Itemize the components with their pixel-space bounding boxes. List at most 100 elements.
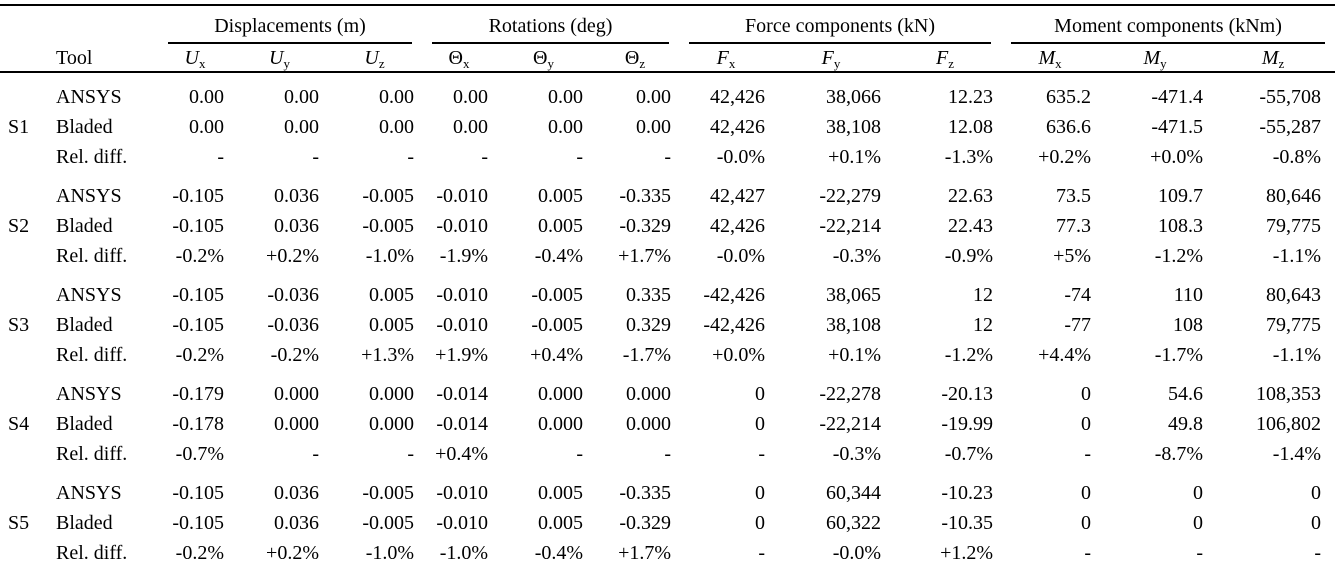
value-cell: 38,066 <box>826 86 882 108</box>
group-header-rotations: Rotations (deg) <box>422 5 679 44</box>
tool-cell: ANSYS <box>56 482 122 504</box>
value-cell: -74 <box>1064 284 1092 306</box>
value-cell: -20.13 <box>941 383 994 405</box>
value-cell: -0.0% <box>716 245 766 267</box>
value-cell: 0 <box>1081 383 1092 405</box>
value-cell: 0 <box>1311 512 1322 534</box>
value-cell: 108.3 <box>1158 215 1204 237</box>
value-cell: -8.7% <box>1154 443 1204 465</box>
tool-cell: ANSYS <box>56 383 122 405</box>
value-cell: 12 <box>973 314 994 336</box>
value-cell: - <box>758 443 766 465</box>
value-cell: -0.8% <box>1272 146 1322 168</box>
value-cell: -0.0% <box>832 542 882 564</box>
value-cell: -0.010 <box>436 284 489 306</box>
value-cell: 0.036 <box>274 482 319 504</box>
value-cell: 49.8 <box>1168 413 1204 435</box>
value-cell: 0.000 <box>274 383 319 405</box>
value-cell: 0.000 <box>626 383 672 405</box>
group-header-forces: Force components (kN) <box>679 5 1001 44</box>
value-cell: 110 <box>1173 284 1204 306</box>
value-cell: 42,427 <box>710 185 766 207</box>
tool-column-header: Tool <box>46 44 158 73</box>
table-header: Displacements (m) Rotations (deg) Force … <box>0 5 1335 73</box>
tool-cell: Bladed <box>56 116 113 138</box>
section-label: S5 <box>8 512 30 534</box>
value-cell: -22,279 <box>819 185 882 207</box>
value-cell: 80,646 <box>1266 185 1322 207</box>
value-cell: 77.3 <box>1056 215 1092 237</box>
value-cell: 0 <box>1081 482 1092 504</box>
value-cell: -471.5 <box>1151 116 1204 138</box>
tool-cell: Bladed <box>56 413 113 435</box>
value-cell: - <box>576 443 584 465</box>
value-cell: -0.010 <box>436 215 489 237</box>
value-cell: 0.00 <box>636 116 672 138</box>
value-cell: -1.7% <box>1154 344 1204 366</box>
tool-cell: Rel. diff. <box>56 344 128 366</box>
value-cell: 0.000 <box>538 413 584 435</box>
value-cell: 80,643 <box>1266 284 1322 306</box>
value-cell: -42,426 <box>703 314 766 336</box>
group-label: Displacements (m) <box>168 16 413 44</box>
corner-cell-2 <box>0 44 46 73</box>
value-cell: +0.4% <box>435 443 489 465</box>
column-header-row: Tool Ux Uy Uz Θx Θy Θz Fx Fy Fz Mx My Mz <box>0 44 1335 73</box>
value-cell: 0.005 <box>538 185 584 207</box>
value-cell: 54.6 <box>1168 383 1204 405</box>
tool-cell: Bladed <box>56 512 113 534</box>
tool-cell: Rel. diff. <box>56 146 128 168</box>
value-cell: -0.105 <box>172 482 224 504</box>
value-cell: 0.005 <box>538 482 584 504</box>
col-header-uz: Uz <box>327 44 423 73</box>
table-row: Bladed -0.105 0.036 -0.005 -0.010 0.005 … <box>0 508 1335 538</box>
value-cell: -1.3% <box>944 146 994 168</box>
col-header-fz: Fz <box>889 44 1002 73</box>
tool-cell: Rel. diff. <box>56 542 128 564</box>
value-cell: -0.010 <box>436 482 489 504</box>
value-cell: 0.000 <box>274 413 319 435</box>
value-cell: +0.0% <box>1150 146 1204 168</box>
value-cell: 0.00 <box>636 86 672 108</box>
value-cell: -0.105 <box>172 215 224 237</box>
value-cell: 0.036 <box>274 185 319 207</box>
value-cell: -0.005 <box>531 314 584 336</box>
value-cell: 0.00 <box>453 116 489 138</box>
value-cell: 12 <box>973 284 994 306</box>
group-label: Force components (kN) <box>689 16 992 44</box>
value-cell: -1.2% <box>1154 245 1204 267</box>
group-label: Rotations (deg) <box>432 16 670 44</box>
value-cell: 0 <box>1193 482 1204 504</box>
tool-cell: Rel. diff. <box>56 245 128 267</box>
value-cell: 0.005 <box>369 284 415 306</box>
value-cell: -0.014 <box>436 383 489 405</box>
value-cell: -1.0% <box>365 245 415 267</box>
value-cell: +1.7% <box>618 245 672 267</box>
table-row: S5 ANSYS -0.105 0.036 -0.005 -0.010 0.00… <box>0 469 1335 533</box>
value-cell: 60,322 <box>826 512 882 534</box>
table-row: Bladed -0.105 -0.036 0.005 -0.010 -0.005… <box>0 310 1335 340</box>
table-row: Bladed -0.178 0.000 0.000 -0.014 0.000 0… <box>0 409 1335 439</box>
value-cell: -0.335 <box>619 482 672 504</box>
value-cell: 109.7 <box>1158 185 1204 207</box>
value-cell: 0.00 <box>284 86 319 108</box>
value-cell: 0.005 <box>538 512 584 534</box>
value-cell: 0.329 <box>626 314 672 336</box>
value-cell: -0.3% <box>832 245 882 267</box>
value-cell: +5% <box>1053 245 1092 267</box>
value-cell: -10.35 <box>941 512 994 534</box>
group-header-moments: Moment components (kNm) <box>1001 5 1335 44</box>
value-cell: 60,344 <box>826 482 882 504</box>
value-cell: -1.0% <box>365 542 415 564</box>
table-row: Rel. diff. - - - - - - -0.0% +0.1% -1.3%… <box>0 142 1335 172</box>
value-cell: 12.23 <box>948 86 994 108</box>
value-cell: -55,287 <box>1259 116 1322 138</box>
group-label: Moment components (kNm) <box>1011 16 1326 44</box>
col-header-mx: Mx <box>1001 44 1100 73</box>
value-cell: +0.2% <box>266 245 319 267</box>
value-cell: - <box>758 542 766 564</box>
table-row: Bladed 0.00 0.00 0.00 0.00 0.00 0.00 42,… <box>0 112 1335 142</box>
value-cell: -1.0% <box>439 542 489 564</box>
section-s2: S2 ANSYS -0.105 0.036 -0.005 -0.010 0.00… <box>0 172 1335 271</box>
col-header-ux: Ux <box>158 44 232 73</box>
